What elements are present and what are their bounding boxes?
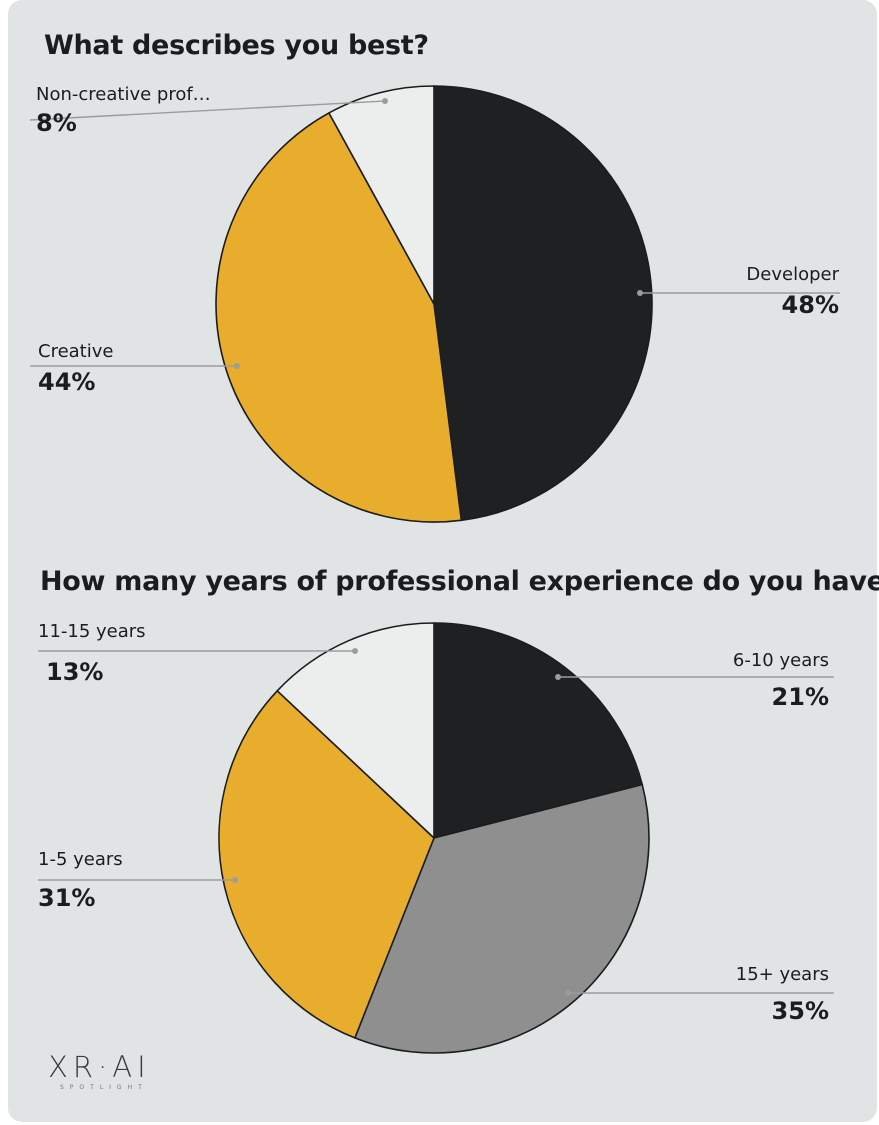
pie-slice-1-5-years [218, 690, 435, 1039]
leader-dot [232, 877, 238, 883]
slice-label-creative: Creative 44% [38, 341, 114, 396]
chart-2-title: How many years of professional experienc… [40, 566, 879, 597]
pie-slice-6-10-years [433, 622, 644, 839]
pie-slice-11-15-years [276, 622, 435, 839]
leader-dot [555, 674, 561, 680]
pie-chart-role [29, 85, 840, 523]
brand-logo: XR·AI SPOTLIGHT [48, 1050, 151, 1091]
slice-label-11-15: 11-15 years 13% [38, 621, 146, 686]
leader-dot [565, 990, 571, 996]
slice-label-developer: Developer 48% [746, 264, 839, 319]
pie-slice-creative [215, 112, 463, 523]
slice-label-1-5: 1-5 years 31% [38, 849, 123, 912]
pie-chart-experience [38, 622, 834, 1054]
leader-dot [234, 363, 240, 369]
slice-label-non-creative: Non-creative prof… 8% [36, 84, 211, 137]
leader-line [29, 100, 386, 121]
leader-dot [637, 290, 643, 296]
chart-1-title: What describes you best? [44, 30, 429, 61]
leader-dot [352, 648, 358, 654]
pie-slice-non-creative-prof [328, 85, 435, 305]
leader-dot [382, 98, 388, 104]
survey-card: What describes you best? Non-creative pr… [8, 0, 879, 1122]
pie-slice-developer [433, 85, 653, 522]
slice-label-15-plus: 15+ years 35% [735, 964, 829, 1025]
slice-label-6-10: 6-10 years 21% [732, 650, 829, 711]
pie-slice-15-years [354, 783, 650, 1054]
